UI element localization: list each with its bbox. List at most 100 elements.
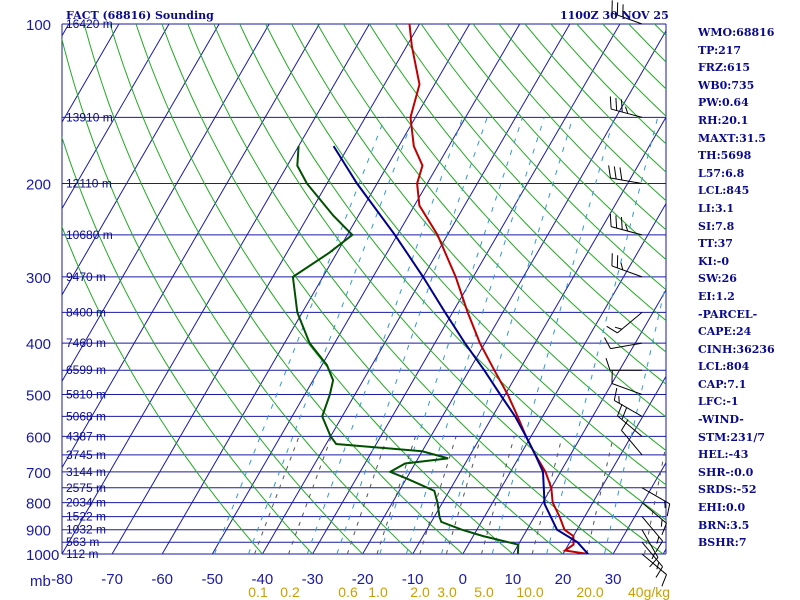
dry-adiabat [394, 24, 666, 322]
height-label: 1032 m [66, 523, 106, 537]
wind-barb [605, 358, 642, 371]
pressure-tick-label: 800 [26, 496, 51, 513]
wind-barb [613, 387, 643, 417]
temperature-tick-label: -20 [352, 571, 374, 588]
mixing-ratio-line [288, 436, 332, 554]
index-item: WB0:735 [698, 78, 755, 92]
moist-guide-line [491, 117, 615, 554]
index-item: MAXT:31.5 [698, 131, 766, 145]
index-item: TT:37 [698, 237, 733, 251]
temperature-tick-label: 10 [505, 571, 522, 588]
wind-barbs [604, 0, 671, 587]
mixing-ratio-tick-label: 0.1 [248, 584, 268, 600]
moist-guide-line [306, 117, 464, 554]
height-label: 12110 m [66, 177, 112, 191]
dry-adiabat [62, 225, 264, 554]
height-label: 7460 m [66, 336, 106, 350]
pressure-tick-label: 900 [26, 523, 51, 540]
height-label: 10680 m [66, 228, 113, 242]
mixing-ratio-line [531, 436, 563, 554]
dry-adiabat [62, 136, 314, 554]
index-item: EI:1.2 [698, 289, 735, 303]
moist-guide-line [603, 281, 666, 554]
dry-adiabat [291, 24, 666, 452]
chart-gridlines [61, 23, 667, 555]
height-axis-labels: 16420 m 13910 m 12110 m 10680 m 9470 m 8400 m… [66, 17, 113, 561]
height-label: 8400 m [66, 305, 106, 319]
isotherm-line [62, 24, 270, 383]
chart-title: FACT (68816) Sounding [66, 9, 214, 22]
moist-guide-line [213, 117, 386, 554]
sounding-traces [291, 24, 589, 554]
isotherm-line [612, 461, 666, 554]
mixing-ratio-tick-label: 5.0 [474, 584, 494, 600]
isotherm-line [62, 24, 220, 296]
wind-barb [617, 403, 643, 437]
mixing-ratio-line [376, 436, 416, 554]
height-label: 1522 m [66, 510, 106, 524]
pressure-unit-label: mb [30, 573, 51, 590]
height-label: 3745 m [66, 448, 106, 462]
wind-barb [641, 487, 671, 517]
dry-adiabat [316, 24, 666, 418]
temperature-axis-labels: -80 -70 -60 -50 -40 -30 -20 -10 0 10 20 30 [51, 571, 621, 588]
pressure-tick-label: 300 [26, 270, 51, 287]
index-item: SRDS:-52 [698, 483, 757, 497]
index-item: LI:3.1 [698, 201, 735, 215]
wind-barb [641, 541, 663, 578]
index-item: SI:7.8 [698, 219, 735, 233]
isotherm-line [62, 24, 370, 554]
isotherm-line [462, 202, 666, 554]
dry-adiabat [446, 24, 666, 261]
wind-barb [609, 96, 643, 118]
index-item: SW:26 [698, 272, 737, 286]
wind-barb [606, 311, 643, 334]
mixing-ratio-unit-label: 40g/kg [628, 584, 670, 600]
dry-adiabat [265, 24, 666, 486]
mixing-ratio-tick-label: 1.0 [368, 584, 388, 600]
temperature-tick-label: -50 [201, 571, 223, 588]
height-label: 5068 m [66, 409, 106, 423]
index-item: -WIND- [698, 413, 744, 427]
isotherm-line [62, 24, 170, 210]
index-item: L57:6.8 [698, 166, 745, 180]
mixing-ratio-tick-label: 3.0 [437, 584, 457, 600]
dry-adiabat [239, 24, 666, 521]
isotherm-line [211, 24, 521, 554]
wind-barb [611, 370, 643, 395]
index-item: KI:-0 [698, 254, 729, 268]
isotherm-line [412, 116, 666, 554]
height-label: 16420 m [66, 17, 113, 31]
index-item: STM:231/7 [698, 430, 765, 444]
index-item: -PARCEL- [698, 307, 758, 321]
dry-adiabats [62, 24, 666, 554]
height-label: 2575 m [66, 481, 106, 495]
index-item: LFC:-1 [698, 395, 739, 409]
temperature-trace [408, 24, 589, 554]
isotherm-line [261, 24, 571, 554]
pressure-tick-label: 200 [26, 177, 51, 194]
temperature-tick-label: 0 [459, 571, 467, 588]
index-item: WMO:68816 [698, 26, 775, 39]
pressure-tick-label: 500 [26, 387, 51, 404]
index-item: SHR-:0.0 [698, 465, 754, 479]
dry-adiabat [368, 24, 666, 353]
temperature-tick-label: 30 [605, 571, 622, 588]
dry-adiabat [83, 24, 414, 554]
index-item: CAPE:24 [698, 325, 752, 339]
temperature-tick-label: -70 [101, 571, 123, 588]
dry-adiabat [62, 37, 364, 554]
wind-barb [608, 165, 643, 185]
mixing-ratio-tick-label: 20.0 [576, 584, 603, 600]
index-item: LCL:845 [698, 184, 750, 198]
mixing-ratio-tick-label: 0.2 [280, 584, 300, 600]
mixing-ratio-axis-labels: 0.1 0.2 0.6 1.0 2.0 3.0 5.0 10.0 20.0 40g/kg [248, 584, 670, 600]
mixing-ratio-tick-label: 10.0 [516, 584, 543, 600]
wind-barb [609, 213, 643, 236]
wind-barb [611, 0, 643, 25]
temperature-tick-label: -40 [252, 571, 274, 588]
moist-guide-line [546, 117, 659, 554]
height-label: 2034 m [66, 496, 106, 510]
mixing-ratio-line [480, 436, 515, 554]
height-label: 563 m [66, 535, 99, 549]
